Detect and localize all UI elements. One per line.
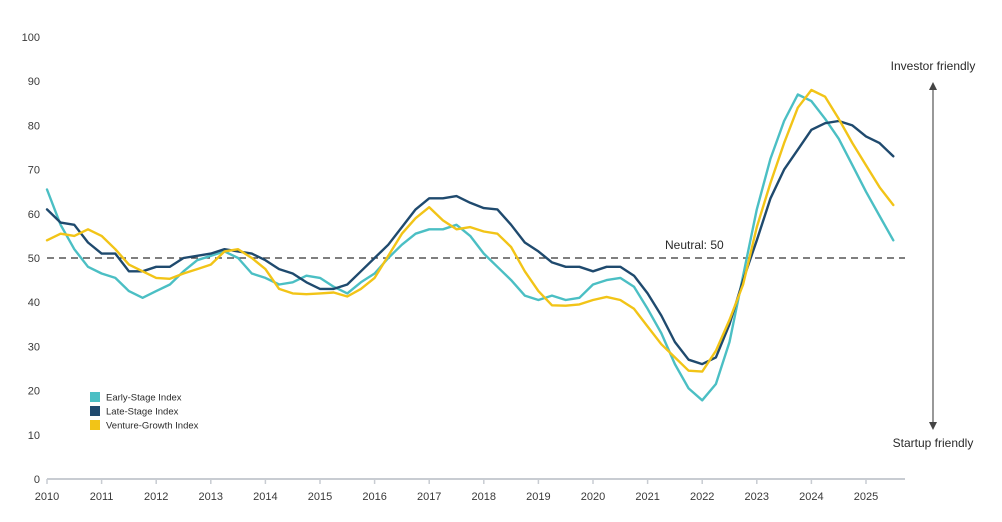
venture-growth-index-line xyxy=(45,88,895,373)
neutral-reference-layer: Neutral: 50 xyxy=(47,238,905,259)
legend-swatch xyxy=(90,406,100,416)
late-stage-index-line xyxy=(45,119,895,366)
y-tick-label: 40 xyxy=(28,297,40,309)
legend-swatch xyxy=(90,420,100,430)
x-tick-label: 2012 xyxy=(144,491,168,503)
x-tick-label: 2025 xyxy=(854,491,878,503)
early-stage-index-line xyxy=(45,93,895,402)
y-tick-label: 20 xyxy=(28,386,40,398)
y-axis-ticks: 0 10 20 30 40 50 60 70 80 90 100 xyxy=(22,32,40,486)
series-lines xyxy=(45,88,895,402)
x-tick-label: 2010 xyxy=(35,491,59,503)
investor-friendly-label: Investor friendly xyxy=(891,59,976,73)
x-tick-label: 2016 xyxy=(362,491,386,503)
y-tick-label: 30 xyxy=(28,341,40,353)
y-tick-label: 0 xyxy=(34,474,40,486)
legend-label: Venture-Growth Index xyxy=(106,421,199,432)
startup-friendly-label: Startup friendly xyxy=(893,436,974,450)
y-tick-label: 70 xyxy=(28,165,40,177)
neutral-reference-label: Neutral: 50 xyxy=(665,238,724,252)
legend-label: Early-Stage Index xyxy=(106,393,182,404)
y-tick-label: 100 xyxy=(22,32,40,44)
x-tick-label: 2024 xyxy=(799,491,823,503)
x-tick-label: 2022 xyxy=(690,491,714,503)
x-tick-label: 2019 xyxy=(526,491,550,503)
y-tick-label: 10 xyxy=(28,430,40,442)
x-tick-label: 2023 xyxy=(745,491,769,503)
x-tick-label: 2013 xyxy=(199,491,223,503)
y-tick-label: 90 xyxy=(28,76,40,88)
arrow-up-icon xyxy=(929,82,937,90)
x-tick-label: 2021 xyxy=(635,491,659,503)
y-tick-label: 80 xyxy=(28,120,40,132)
x-axis-ticks: 2010 2011 2012 2013 2014 2015 2016 2017 2018 2019… xyxy=(35,479,878,503)
x-tick-label: 2017 xyxy=(417,491,441,503)
y-tick-label: 50 xyxy=(28,253,40,265)
friendliness-scale: Investor friendly Startup friendly xyxy=(891,59,976,450)
x-tick-label: 2020 xyxy=(581,491,605,503)
legend: Early-Stage Index Late-Stage Index Venture… xyxy=(90,392,199,432)
legend-label: Late-Stage Index xyxy=(106,407,179,418)
x-tick-label: 2011 xyxy=(90,491,114,503)
legend-swatch xyxy=(90,392,100,402)
arrow-down-icon xyxy=(929,422,937,430)
y-tick-label: 60 xyxy=(28,209,40,221)
x-tick-label: 2015 xyxy=(308,491,332,503)
x-tick-label: 2014 xyxy=(253,491,277,503)
x-tick-label: 2018 xyxy=(472,491,496,503)
